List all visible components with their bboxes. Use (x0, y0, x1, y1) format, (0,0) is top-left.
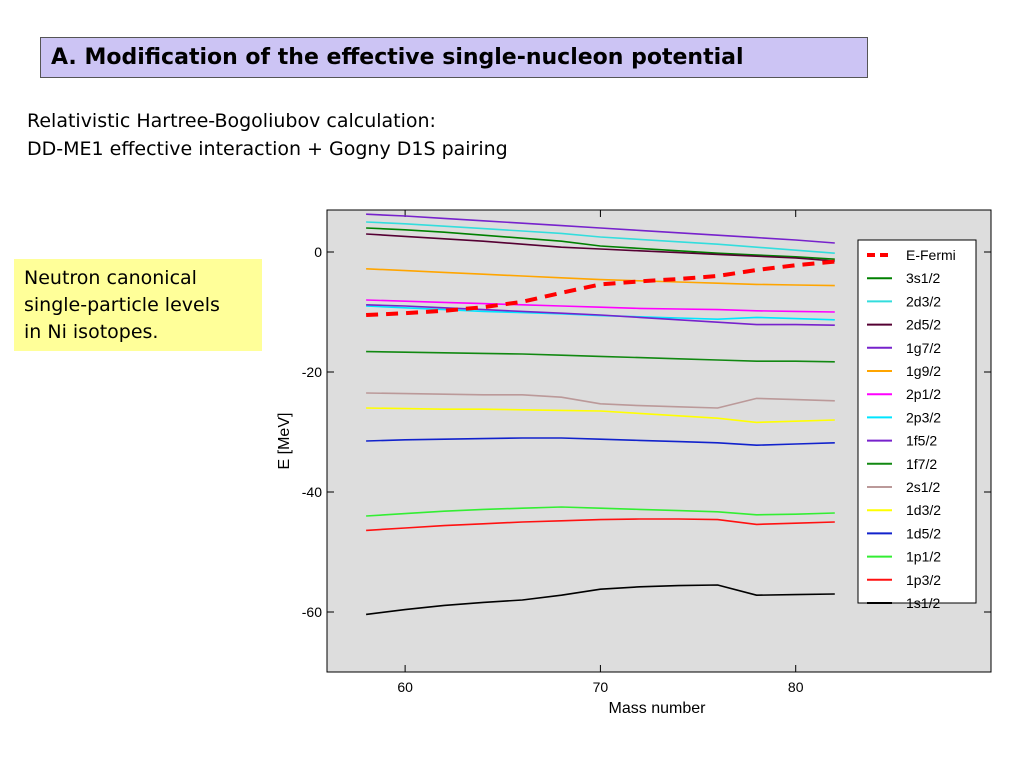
series-line-2d3-2 (366, 221, 835, 254)
y-axis-label: E [MeV] (276, 413, 293, 470)
note-box: Neutron canonical single-particle levels… (14, 259, 262, 351)
legend-label: 1p1/2 (906, 549, 941, 565)
legend-label: 1f7/2 (906, 456, 937, 472)
legend-label: 2s1/2 (906, 479, 940, 495)
series-line-1g7-2 (366, 213, 835, 244)
legend-label: 1f5/2 (906, 433, 937, 449)
title-box: A. Modification of the effective single-… (40, 37, 868, 78)
legend-label: 1g9/2 (906, 363, 941, 379)
y-tick-label: -20 (302, 364, 322, 380)
legend-label: 2p3/2 (906, 409, 941, 425)
series-line-1d3-2 (366, 407, 835, 424)
legend-label: 1d5/2 (906, 525, 941, 541)
legend-label: 2p1/2 (906, 386, 941, 402)
legend-label: 2d3/2 (906, 293, 941, 309)
note-line: Neutron canonical (24, 267, 197, 289)
page-title: A. Modification of the effective single-… (51, 45, 744, 70)
y-tick-label: 0 (314, 244, 322, 260)
legend-label: 2d5/2 (906, 317, 941, 333)
series-line-1p1-2 (366, 506, 835, 517)
x-tick-label: 60 (397, 679, 413, 695)
series-line-1g9-2 (366, 268, 835, 287)
series-line-3s1-2 (366, 227, 835, 260)
series-line-1d5-2 (366, 437, 835, 447)
y-tick-label: -60 (302, 604, 322, 620)
x-tick-label: 70 (593, 679, 609, 695)
x-axis-label: Mass number (609, 700, 707, 717)
series-line-2s1-2 (366, 392, 835, 409)
legend-label: 1g7/2 (906, 340, 941, 356)
series-line-1s1-2 (366, 584, 835, 616)
note-line: single-particle levels (24, 294, 220, 316)
legend-label: 1s1/2 (906, 595, 940, 611)
subtitle-line-1: Relativistic Hartree-Bogoliubov calculat… (27, 110, 436, 132)
series-line-2p1-2 (366, 299, 835, 313)
series-line-1f7-2 (366, 350, 835, 363)
series-line-2d5-2 (366, 233, 835, 262)
y-tick-label: -40 (302, 484, 322, 500)
legend-label: E-Fermi (906, 247, 956, 263)
series-line-1p3-2 (366, 518, 835, 532)
legend-label: 1p3/2 (906, 572, 941, 588)
subtitle-line-2: DD-ME1 effective interaction + Gogny D1S… (27, 138, 508, 160)
legend-label: 1d3/2 (906, 502, 941, 518)
legend-label: 3s1/2 (906, 270, 940, 286)
note-line: in Ni isotopes. (24, 321, 159, 343)
x-tick-label: 80 (788, 679, 804, 695)
series-line-1f5-2 (366, 304, 835, 326)
